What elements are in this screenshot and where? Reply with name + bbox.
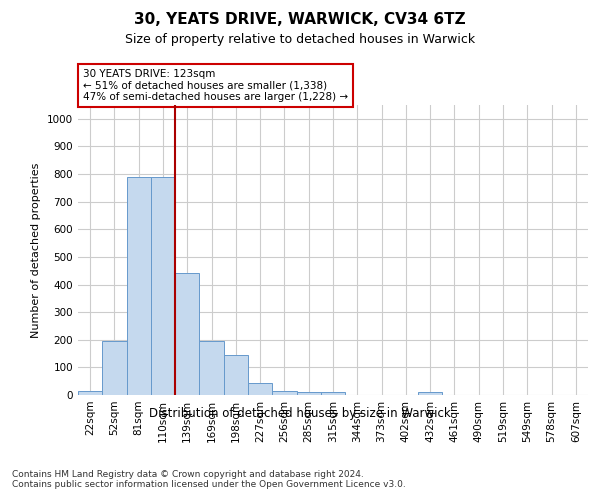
Text: 30 YEATS DRIVE: 123sqm
← 51% of detached houses are smaller (1,338)
47% of semi-: 30 YEATS DRIVE: 123sqm ← 51% of detached… xyxy=(83,69,348,102)
Text: Contains HM Land Registry data © Crown copyright and database right 2024.
Contai: Contains HM Land Registry data © Crown c… xyxy=(12,470,406,490)
Bar xyxy=(78,391,102,395)
Bar xyxy=(321,392,345,395)
Bar xyxy=(127,177,151,395)
Bar xyxy=(102,341,127,395)
Bar xyxy=(296,392,321,395)
Bar xyxy=(151,177,175,395)
Text: 30, YEATS DRIVE, WARWICK, CV34 6TZ: 30, YEATS DRIVE, WARWICK, CV34 6TZ xyxy=(134,12,466,28)
Bar xyxy=(248,382,272,395)
Text: Distribution of detached houses by size in Warwick: Distribution of detached houses by size … xyxy=(149,408,451,420)
Bar xyxy=(175,274,199,395)
Bar xyxy=(199,341,224,395)
Text: Size of property relative to detached houses in Warwick: Size of property relative to detached ho… xyxy=(125,32,475,46)
Bar xyxy=(272,391,296,395)
Bar xyxy=(418,392,442,395)
Bar xyxy=(224,355,248,395)
Y-axis label: Number of detached properties: Number of detached properties xyxy=(31,162,41,338)
